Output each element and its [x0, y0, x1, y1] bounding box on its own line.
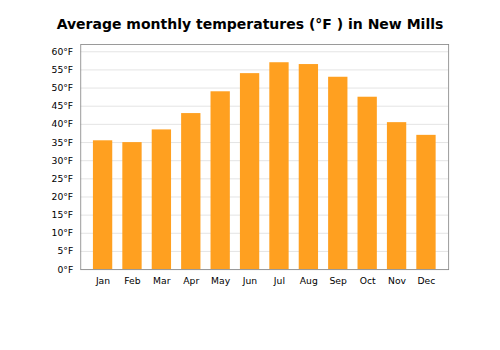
svg-text:10°F: 10°F: [52, 227, 74, 238]
svg-text:May: May: [211, 275, 231, 286]
svg-text:35°F: 35°F: [52, 136, 74, 147]
svg-text:Oct: Oct: [360, 275, 376, 286]
svg-text:Dec: Dec: [417, 275, 435, 286]
svg-text:Nov: Nov: [388, 275, 407, 286]
svg-text:Feb: Feb: [124, 275, 140, 286]
svg-text:Jun: Jun: [242, 275, 258, 286]
svg-text:15°F: 15°F: [52, 209, 74, 220]
svg-text:Aug: Aug: [300, 275, 318, 286]
svg-text:Mar: Mar: [153, 275, 171, 286]
svg-text:55°F: 55°F: [52, 64, 74, 75]
svg-text:20°F: 20°F: [52, 191, 74, 202]
svg-text:Sep: Sep: [330, 275, 348, 286]
svg-text:Jan: Jan: [95, 275, 110, 286]
svg-text:25°F: 25°F: [52, 173, 74, 184]
svg-text:45°F: 45°F: [52, 100, 74, 111]
svg-text:5°F: 5°F: [57, 245, 73, 256]
svg-text:60°F: 60°F: [52, 46, 74, 57]
svg-text:40°F: 40°F: [52, 118, 74, 129]
svg-text:50°F: 50°F: [52, 82, 74, 93]
html-text:Average monthly temperatures (: Average monthly temperatures (°F ) in Ne…: [56, 16, 444, 32]
svg-text:Jul: Jul: [273, 275, 285, 286]
svg-text:0°F: 0°F: [57, 264, 73, 275]
svg-text:Apr: Apr: [183, 275, 199, 286]
svg-text:30°F: 30°F: [52, 155, 74, 166]
